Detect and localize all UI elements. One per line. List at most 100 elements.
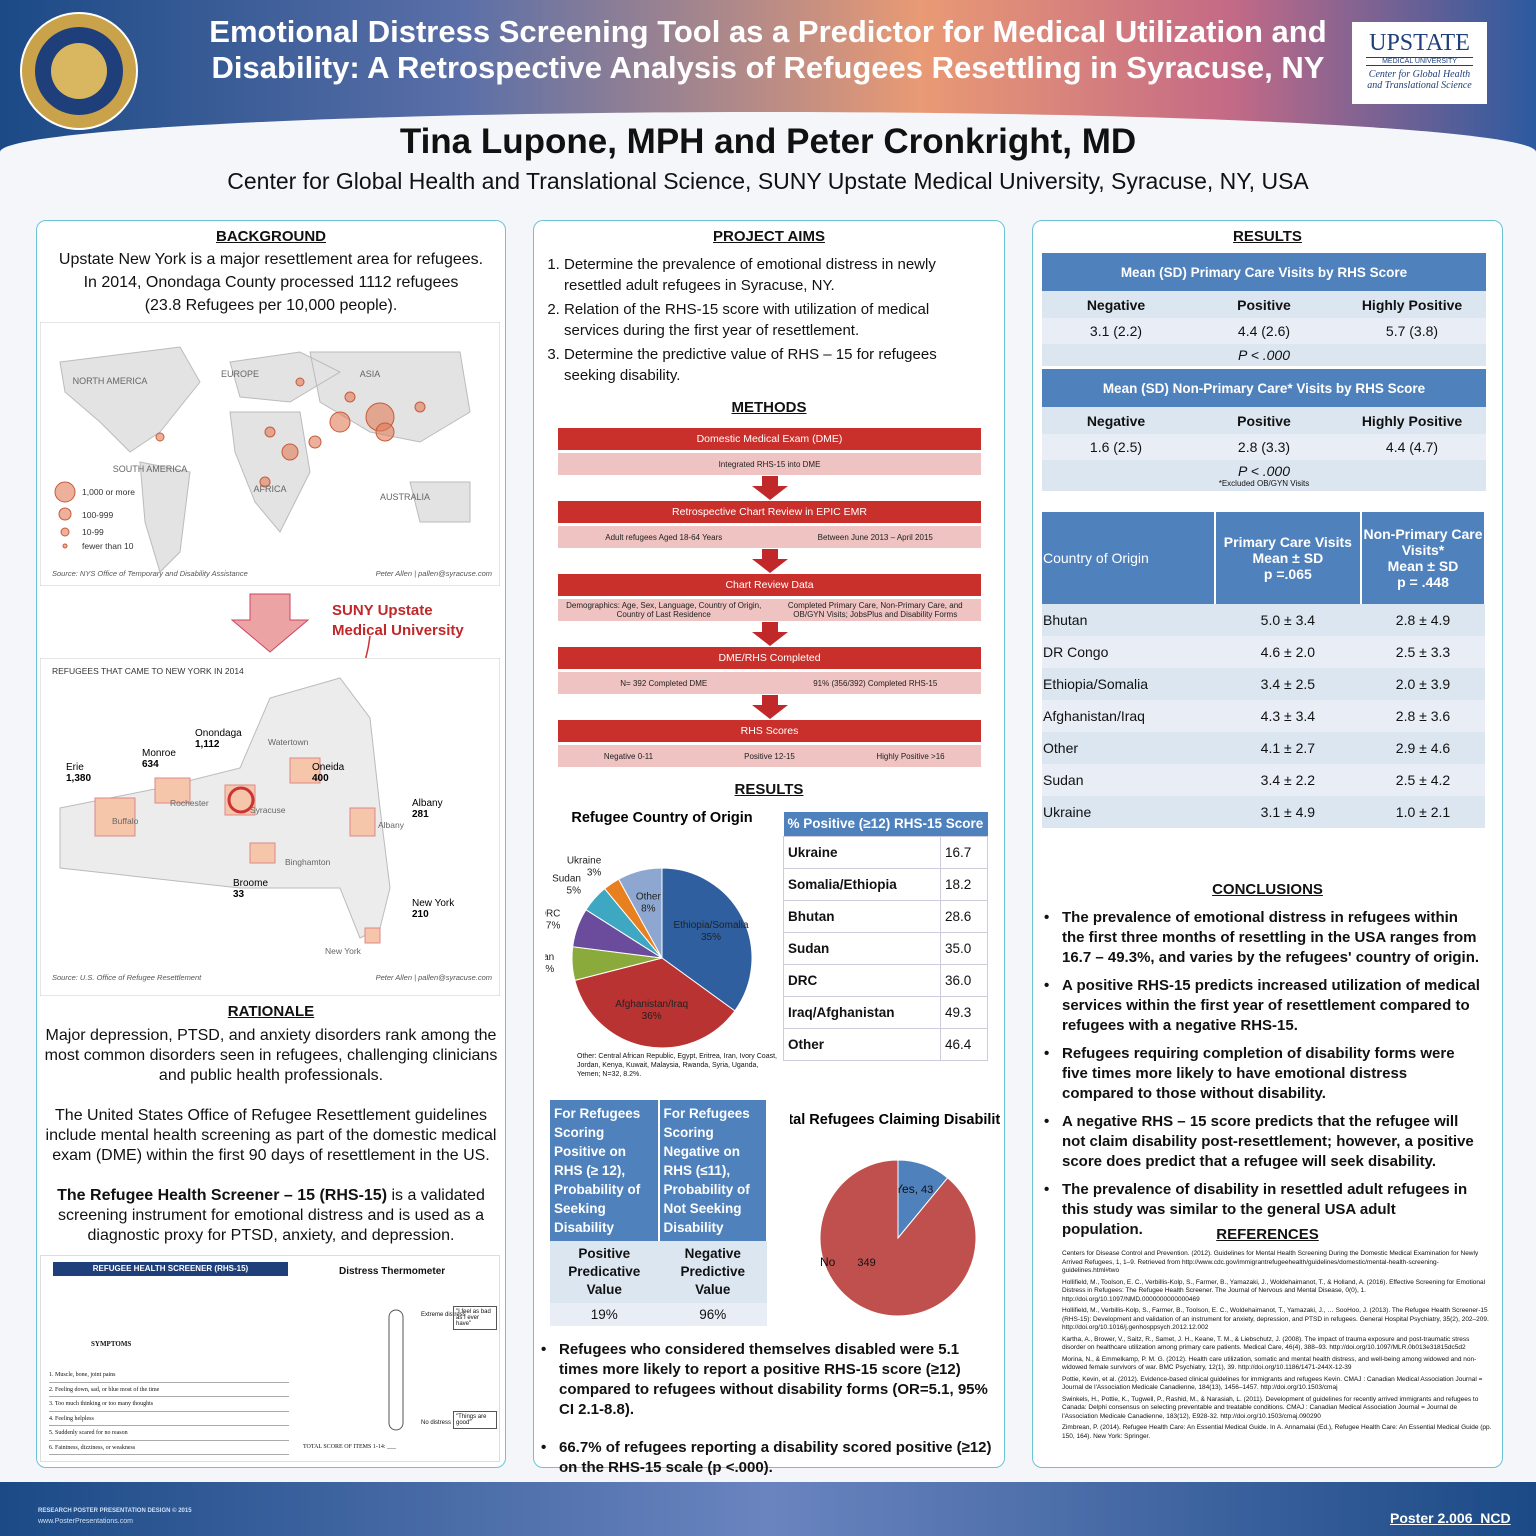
label-line: Medical University — [332, 622, 464, 639]
row: Negative Positive Highly Positive — [1042, 291, 1486, 318]
table-note: *Excluded OB/GYN Visits — [1218, 479, 1310, 488]
table-label: Bhutan — [1043, 612, 1088, 628]
table-label: Ukraine — [783, 835, 941, 869]
conclusion: A positive RHS-15 predicts increased uti… — [1040, 976, 1480, 1036]
positive-table: % Positive (≥12) RHS-15 Score Ukraine 16.7… — [783, 812, 989, 1061]
header-line: p = .448 — [1397, 574, 1449, 590]
slice-label: Afghanistan/Iraq 36% — [615, 999, 688, 1022]
county-name: Broome — [233, 878, 268, 889]
reference-text: Swinkels, H., Pottie, K., Tugwell, P., R… — [1062, 1395, 1479, 1420]
panel-right — [1032, 220, 1503, 1468]
table-cell: 96% — [658, 1303, 767, 1326]
reference: Morina, N., & Emmelkamp, P. M. G. (2012)… — [1040, 1356, 1492, 1373]
reference: Hollifield, M., Toolson, E. C., Verbilli… — [1040, 1279, 1492, 1305]
table-row: Sudan 35.0 — [783, 931, 989, 965]
affiliation: Center for Global Health and Translation… — [227, 168, 1309, 194]
source: Source: U.S. Office of Refugee Resettlem… — [52, 973, 202, 982]
chart-title: Refugee Country of Origin — [571, 810, 752, 826]
slice-category: Yes, — [895, 1182, 918, 1196]
source: Source: NYS Office of Temporary and Disa… — [52, 569, 248, 578]
slice-value: 5% — [567, 886, 582, 897]
header-line: Visits* — [1401, 542, 1445, 558]
bold-text: The Refugee Health Screener – 15 (RHS-15… — [57, 1187, 388, 1204]
table-value: 4.4 (4.7) — [1385, 439, 1439, 455]
visit-tables: Mean (SD) Primary Care Visits by RHS Sco… — [1042, 253, 1486, 494]
authors: Tina Lupone, MPH and Peter Cronkright, M… — [399, 122, 1137, 161]
step-detail: Demographics: Age, Sex, Language, Countr… — [566, 601, 762, 619]
table-row: Bhutan 28.6 — [783, 899, 989, 933]
section-heading: CONCLUSIONS — [1212, 881, 1323, 898]
step-detail: Integrated RHS-15 into DME — [718, 459, 821, 469]
p-cell: P < .000 — [1042, 344, 1486, 366]
arrow-area — [230, 593, 371, 658]
logo-text: Center for Global Health — [1368, 69, 1471, 80]
slice-value: 349 — [857, 1257, 875, 1269]
pie-chart: Refugee Country of Origin Ethiopia/Somali… — [545, 810, 753, 1048]
table-row: Ukraine 3.1 ± 4.9 1.0 ± 2.1 — [1042, 796, 1485, 828]
step-detail: Highly Positive >16 — [876, 751, 945, 761]
flow-arrow — [752, 549, 788, 573]
footer-band — [0, 1482, 1536, 1536]
background-text: Upstate New York is a major resettlement… — [40, 248, 502, 317]
county-name: Onondaga — [195, 728, 242, 739]
row: P < .000 — [1042, 344, 1486, 366]
county-count: 1,112 — [195, 739, 220, 750]
text-line: Upstate New York is a major resettlement… — [58, 251, 484, 268]
table-label: Iraq/Afghanistan — [783, 995, 941, 1029]
row: Mean (SD) Non-Primary Care* Visits by RH… — [1042, 369, 1486, 407]
table-row: Somalia/Ethiopia 18.2 — [783, 867, 989, 901]
table-value: 5.7 (3.8) — [1385, 323, 1439, 339]
region-label: NORTH AMERICA — [73, 376, 148, 386]
arrow-shape — [752, 476, 788, 500]
conclusion: The prevalence of emotional distress in … — [1040, 908, 1480, 968]
table-label: Sudan — [1043, 772, 1084, 788]
credit: Peter Allen | pallen@syracuse.com — [376, 569, 492, 578]
quote: "Things are good" — [453, 1411, 497, 1429]
logo-text: MEDICAL UNIVERSITY — [1366, 57, 1473, 66]
reference-text: Hollifield, M., Verbillis-Kolp, S., Farm… — [1062, 1307, 1489, 1331]
pie-slice — [574, 957, 736, 1048]
title-line: Disability: A Retrospective Analysis of … — [211, 50, 1325, 85]
section-heading: METHODS — [731, 399, 807, 416]
table-value: 46.4 — [939, 1027, 989, 1061]
table-value: 4.3 ± 3.4 — [1260, 708, 1316, 724]
slice-label: Ukraine 3% — [567, 856, 602, 879]
reference: Zimbrean, P. (2014). Refugee Health Care… — [1040, 1424, 1492, 1441]
header-line: Mean ± SD — [1387, 558, 1459, 574]
step-details: Demographics: Age, Sex, Language, Countr… — [558, 599, 981, 621]
table-cell: Negative Predictive Value — [658, 1241, 767, 1303]
table-label: Other — [783, 1027, 941, 1061]
table-label: Sudan — [783, 931, 941, 965]
pie-slice — [819, 1159, 977, 1317]
seal — [20, 12, 138, 130]
reference-text: Zimbrean, P. (2014). Refugee Health Care… — [1062, 1424, 1492, 1440]
table-row: 19% 96% — [550, 1303, 767, 1326]
table-row: Other 4.1 ± 2.7 2.9 ± 4.6 — [1042, 732, 1485, 764]
world-map: NORTH AMERICA EUROPE ASIA SOUTH AMERICA AFRI… — [40, 322, 500, 586]
reference-text: Hollifield, M., Toolson, E. C., Verbilli… — [1062, 1278, 1486, 1303]
column-header: Non-Primary Care Visits* Mean ± SD p = .448 — [1360, 512, 1487, 604]
table-value: 2.9 ± 4.6 — [1395, 740, 1451, 756]
table-label: Bhutan — [783, 899, 941, 933]
city-label: Albany — [378, 820, 405, 830]
table-row: Bhutan 5.0 ± 3.4 2.8 ± 4.9 — [1042, 604, 1485, 636]
symptom: 3. Too much thinking or too many thought… — [49, 1397, 289, 1412]
country-table: Country of Origin Primary Care Visits Mean… — [1042, 512, 1487, 828]
step-detail: N= 392 Completed DME — [620, 678, 708, 688]
city-label: Binghamton — [285, 857, 331, 867]
therm-label: No distress — [421, 1420, 452, 1426]
table-value: 49.3 — [939, 995, 989, 1029]
region-label: EUROPE — [221, 369, 259, 379]
table-value: 16.7 — [939, 835, 989, 869]
text-line: In 2014, Onondaga County processed 1112 … — [83, 274, 459, 291]
region-label: AUSTRALIA — [380, 492, 430, 502]
visit-table: Mean (SD) Non-Primary Care* Visits by RH… — [1042, 369, 1486, 491]
screener-image: REFUGEE HEALTH SCREENER (RHS-15) SYMPTOM… — [40, 1255, 500, 1462]
table-value: 4.4 (2.6) — [1237, 323, 1291, 339]
row: Mean (SD) Primary Care Visits by RHS Sco… — [1042, 253, 1486, 291]
slice-category: Afghanistan/Iraq — [615, 999, 688, 1010]
row: Negative Positive Highly Positive — [1042, 407, 1486, 434]
legend-label: 10-99 — [82, 527, 104, 537]
aim: Determine the prevalence of emotional di… — [564, 254, 980, 296]
slice-value: 6% — [545, 964, 554, 975]
